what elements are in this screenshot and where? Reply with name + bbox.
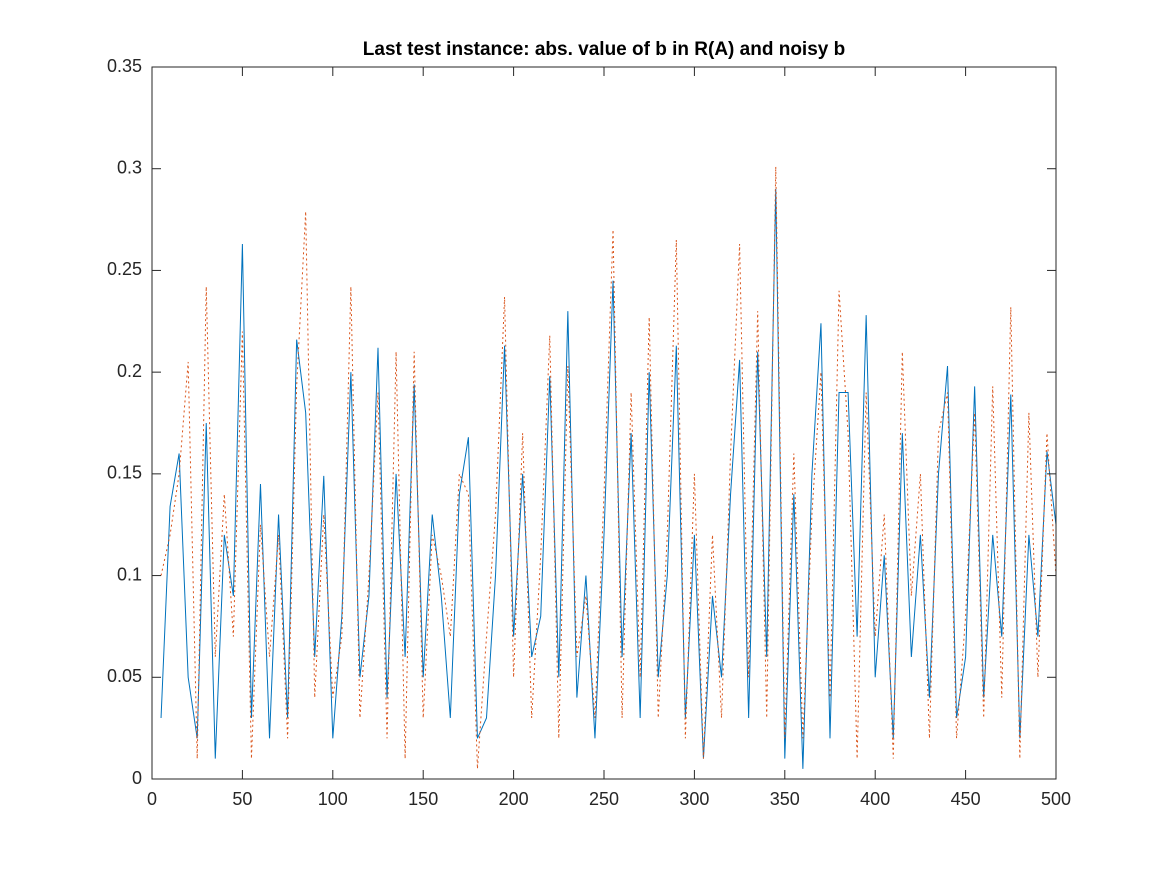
x-tick-label: 150 [408, 789, 438, 809]
y-tick-label: 0.1 [117, 564, 142, 584]
x-tick-label: 500 [1041, 789, 1071, 809]
y-tick-label: 0.05 [107, 666, 142, 686]
y-tick-label: 0 [132, 768, 142, 788]
y-tick-label: 0.25 [107, 259, 142, 279]
y-tick-label: 0.2 [117, 361, 142, 381]
series-line [160, 166, 1057, 769]
series-line [160, 189, 1057, 769]
x-tick-label: 300 [679, 789, 709, 809]
chart-title: Last test instance: abs. value of b in R… [363, 39, 845, 60]
y-tick-label: 0.15 [107, 463, 142, 483]
x-tick-label: 400 [860, 789, 890, 809]
x-tick-label: 450 [951, 789, 981, 809]
x-tick-label: 350 [770, 789, 800, 809]
y-tick-label: 0.3 [117, 157, 142, 177]
x-tick-label: 100 [318, 789, 348, 809]
plot-box [151, 66, 1057, 780]
x-tick-label: 50 [232, 789, 252, 809]
x-tick-label: 0 [147, 789, 157, 809]
x-tick-label: 250 [589, 789, 619, 809]
x-tick-label: 200 [499, 789, 529, 809]
y-tick-label: 0.35 [107, 56, 142, 76]
